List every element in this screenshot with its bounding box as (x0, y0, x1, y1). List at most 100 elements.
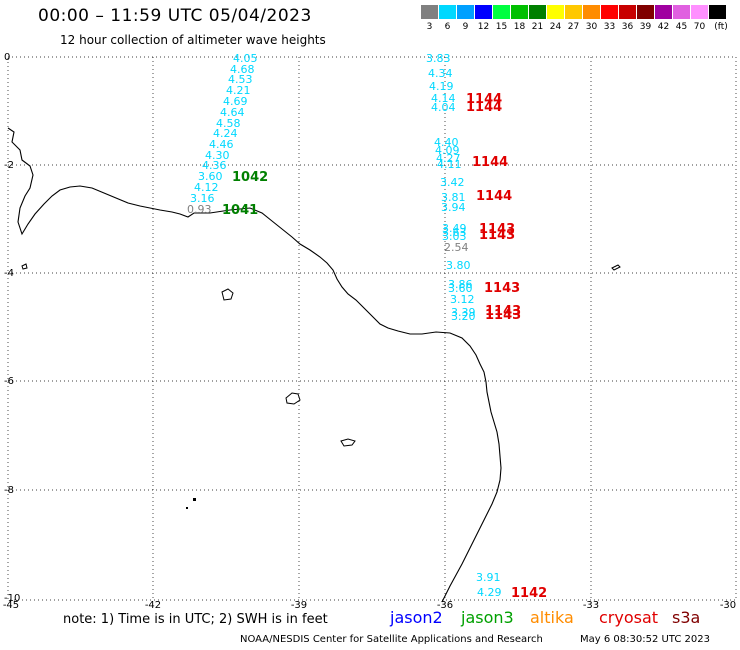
swh-value: 4.11 (437, 158, 462, 171)
obs-time: 1144 (476, 189, 512, 204)
obs-time: 1041 (222, 203, 258, 218)
legend-label: 36 (621, 22, 634, 32)
coastline (7, 127, 502, 603)
swh-value: 4.14 (431, 92, 456, 105)
swh-value: 3.91 (476, 571, 501, 584)
swh-value: 4.27 (436, 152, 461, 165)
map-frame (7, 56, 737, 601)
lon-tick-label: -36 (436, 600, 454, 611)
swh-value: 3.49 (442, 222, 467, 235)
island (340, 438, 356, 447)
lon-tick-label: -45 (2, 600, 20, 611)
obs-time: 1144 (466, 92, 502, 107)
legend-label: 70 (693, 22, 706, 32)
swh-value: 4.19 (429, 80, 454, 93)
swh-value: 3.94 (441, 201, 466, 214)
swh-value: 4.29 (477, 586, 502, 599)
legend-label: 27 (567, 22, 580, 32)
obs-time: 1143 (484, 281, 520, 296)
swh-value: 3.86 (448, 278, 473, 291)
swh-value: 4.68 (230, 63, 255, 76)
island (221, 288, 234, 301)
swh-value: 3.20 (451, 310, 476, 323)
legend-swatch (493, 5, 510, 19)
swh-value: 3.63 (442, 226, 467, 239)
legend-swatch (709, 5, 726, 19)
credit-text: NOAA/NESDIS Center for Satellite Applica… (240, 634, 543, 645)
lat-tick-label: -2 (4, 160, 14, 171)
mission-jason3: jason3 (461, 608, 514, 627)
legend-label: 6 (444, 22, 451, 32)
swh-value: 3.60 (198, 170, 223, 183)
legend-label: 12 (477, 22, 490, 32)
legend-label: 24 (549, 22, 562, 32)
legend-swatch (475, 5, 492, 19)
legend-swatch (601, 5, 618, 19)
legend-swatch (547, 5, 564, 19)
legend-swatch (439, 5, 456, 19)
swh-value: 4.36 (202, 159, 227, 172)
island (193, 498, 196, 501)
swh-value: 4.09 (435, 144, 460, 157)
swh-value: 3.39 (451, 306, 476, 319)
units-note: note: 1) Time is in UTC; 2) SWH is in fe… (63, 612, 328, 627)
swh-value: 4.21 (226, 84, 251, 97)
legend-label: 18 (513, 22, 526, 32)
swh-value: 4.34 (428, 67, 453, 80)
legend-label: 33 (603, 22, 616, 32)
lon-tick-label: -33 (582, 600, 600, 611)
legend-swatch (565, 5, 582, 19)
obs-time: 1143 (485, 304, 521, 319)
legend-label: 42 (657, 22, 670, 32)
swh-value: 0.93 (187, 203, 212, 216)
legend-swatch (583, 5, 600, 19)
lon-tick-label: -39 (290, 600, 308, 611)
island (186, 507, 188, 509)
legend-swatch (421, 5, 438, 19)
lat-tick-label: -6 (4, 376, 14, 387)
legend-label: 15 (495, 22, 508, 32)
legend-swatch (619, 5, 636, 19)
swh-value: 4.24 (213, 127, 238, 140)
legend-swatch (655, 5, 672, 19)
lat-tick-label: 0 (4, 52, 11, 63)
generated-timestamp: May 6 08:30:52 UTC 2023 (580, 634, 710, 645)
map-title: 00:00 – 11:59 UTC 05/04/2023 (38, 6, 312, 26)
swh-value: 4.30 (205, 149, 230, 162)
obs-time: 1142 (511, 586, 547, 601)
mission-jason2: jason2 (390, 608, 443, 627)
legend-label: 21 (531, 22, 544, 32)
swh-value: 3.42 (440, 176, 465, 189)
island (611, 264, 621, 271)
legend-label: 30 (585, 22, 598, 32)
lat-tick-label: -10 (4, 593, 21, 604)
legend-swatch (529, 5, 546, 19)
obs-time: 1144 (472, 155, 508, 170)
swh-value: 2.54 (444, 241, 469, 254)
legend-label: 3 (426, 22, 433, 32)
swh-value: 3.80 (446, 259, 471, 272)
swh-value: 3.83 (426, 52, 451, 65)
swh-value: 3.12 (450, 293, 475, 306)
legend-label: 9 (462, 22, 469, 32)
swh-value: 3.16 (190, 192, 215, 205)
map-subtitle: 12 hour collection of altimeter wave hei… (60, 33, 326, 47)
island (21, 263, 28, 270)
legend-label: 39 (639, 22, 652, 32)
lon-tick-label: -30 (719, 600, 737, 611)
legend-swatch (673, 5, 690, 19)
obs-time: 1143 (479, 228, 515, 243)
legend-swatch (637, 5, 654, 19)
swh-value: 4.40 (434, 136, 459, 149)
obs-time: 1143 (479, 222, 515, 237)
legend-unit-label: (ft) (714, 22, 728, 32)
obs-time: 1042 (232, 170, 268, 185)
legend-label: 45 (675, 22, 688, 32)
swh-value: 4.46 (209, 138, 234, 151)
lat-tick-label: -4 (4, 268, 14, 279)
obs-time: 1143 (485, 308, 521, 323)
swh-value: 3.81 (441, 191, 466, 204)
swh-value: 4.64 (220, 106, 245, 119)
mission-cryosat: cryosat (599, 608, 659, 627)
